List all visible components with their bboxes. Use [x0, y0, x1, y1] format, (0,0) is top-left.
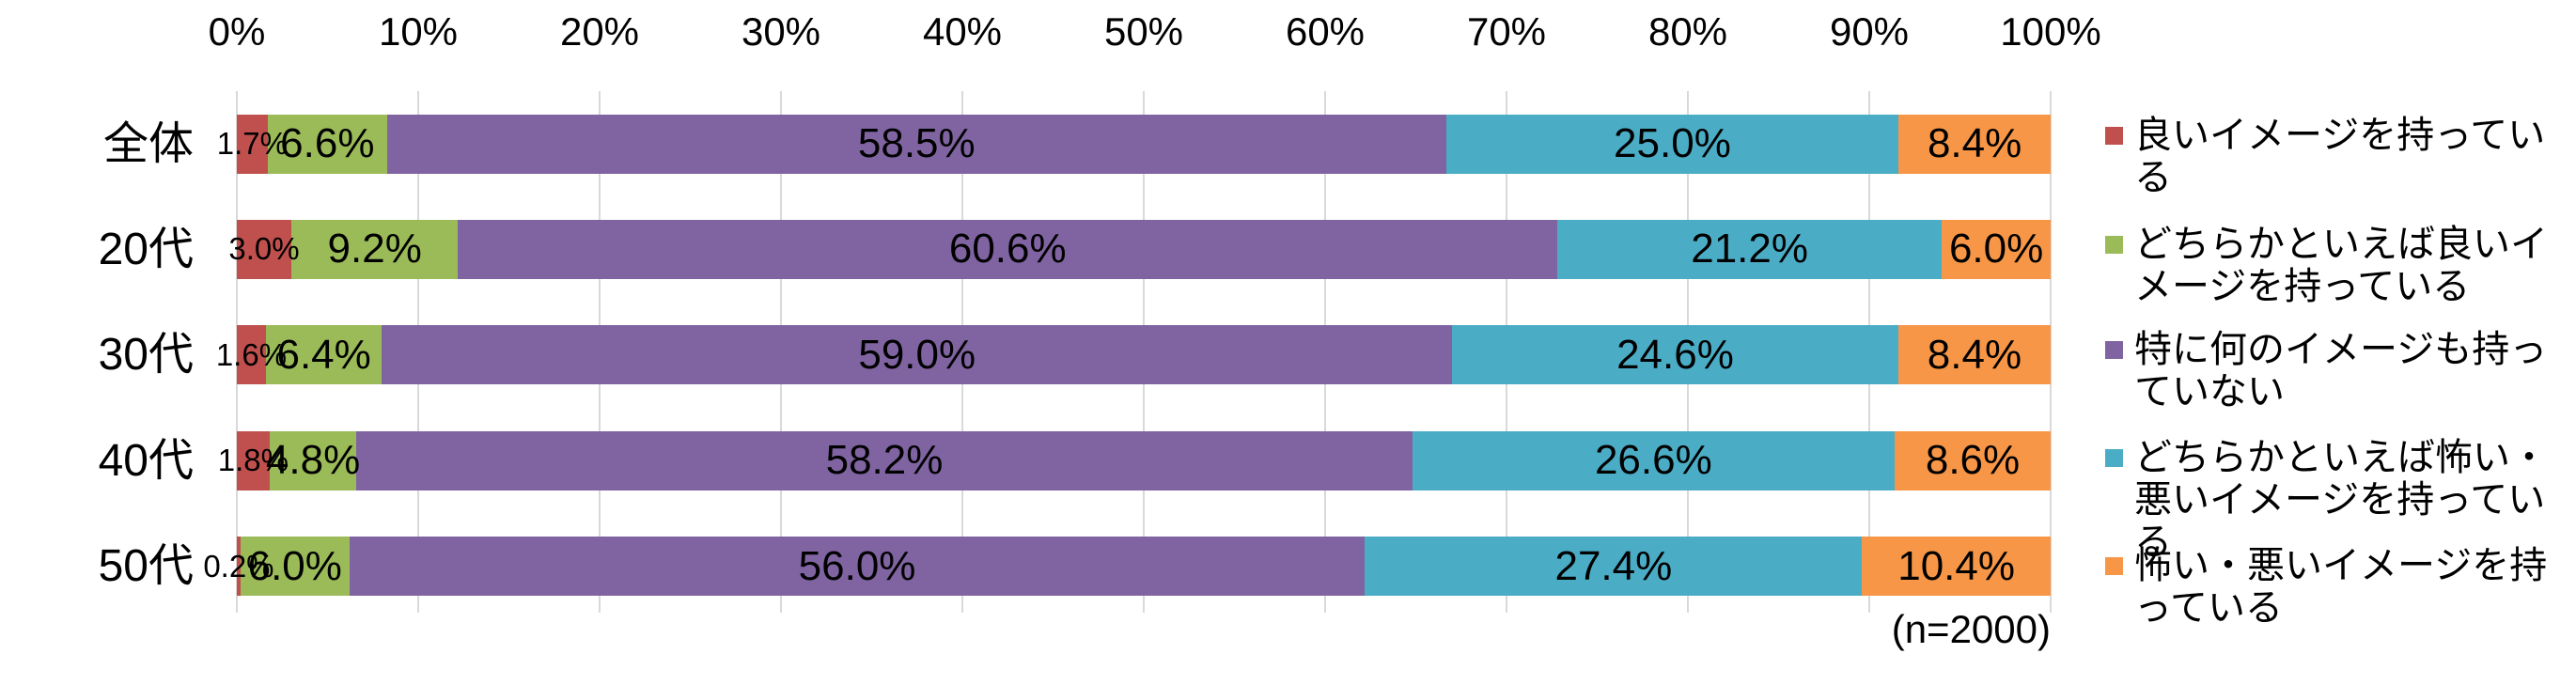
data-label: 26.6%: [1594, 437, 1712, 484]
data-label: 60.6%: [948, 226, 1067, 272]
axis-tick-label: 80%: [1647, 9, 1728, 54]
data-label: 6.0%: [247, 542, 342, 589]
axis-tick-label: 0%: [208, 9, 266, 54]
bar-segment: 8.4%: [1898, 114, 2051, 174]
legend-swatch-icon: [2105, 557, 2123, 575]
bar-segment: 3.0%: [228, 219, 300, 279]
row-label: 40代: [98, 435, 194, 486]
data-label: 8.4%: [1927, 331, 2022, 378]
bar-segment: 0.2%: [203, 537, 274, 597]
legend-swatch-icon: [2105, 127, 2123, 145]
legend-item: どちらかといえば怖い・悪いイメージを持っている: [2105, 437, 2568, 564]
bar-row: 1.6% 6.4% 59.0% 24.6% 8.4%: [216, 325, 2051, 385]
axis-tick-label: 40%: [922, 9, 1003, 54]
data-label: 24.6%: [1616, 331, 1734, 378]
axis-tick-label: 100%: [2000, 9, 2101, 54]
legend-label: どちらかといえば怖い・悪いイメージを持っている: [2134, 437, 2548, 563]
data-label: 6.4%: [276, 331, 371, 378]
data-label: 6.0%: [1948, 226, 2044, 272]
sample-size-note: (n=2000): [1891, 607, 2051, 651]
data-label: 59.0%: [858, 331, 976, 378]
row-label: 50代: [98, 541, 194, 592]
bar-segment: 24.6%: [1452, 325, 1898, 385]
legend-label: 特に何のイメージも持っていない: [2134, 329, 2548, 413]
legend-swatch-icon: [2105, 236, 2123, 254]
row-label: 20代: [98, 224, 194, 274]
legend-label: 良いイメージを持っている: [2134, 115, 2546, 198]
legend-label: どちらかといえば良いイメージを持っている: [2134, 224, 2548, 307]
bar-segment: 10.4%: [1862, 537, 2051, 597]
data-label: 1.7%: [216, 126, 288, 161]
axis-tick-label: 30%: [741, 9, 821, 54]
bar-segment: 1.6%: [216, 325, 287, 385]
data-label: 56.0%: [798, 542, 916, 589]
data-label: 1.6%: [215, 336, 288, 372]
bar-row: 3.0% 9.2% 60.6% 21.2% 6.0%: [228, 219, 2051, 279]
legend-swatch-icon: [2105, 449, 2123, 467]
data-label: 8.6%: [1925, 437, 2021, 484]
bar-segment: 26.6%: [1412, 430, 1896, 490]
bar-segment: 58.5%: [386, 114, 1446, 174]
axis-tick-label: 90%: [1829, 9, 1910, 54]
data-label: 10.4%: [1897, 542, 2016, 589]
bar-segment: 58.2%: [356, 430, 1413, 490]
bar-segment: 9.2%: [290, 219, 459, 279]
bar-segment: 56.0%: [349, 537, 1366, 597]
bar-segment: 27.4%: [1365, 537, 1863, 597]
data-label: 6.6%: [280, 120, 375, 166]
bar-segment: 1.7%: [217, 114, 288, 174]
axis-tick-label: 60%: [1285, 9, 1366, 54]
data-label: 1.8%: [217, 443, 289, 478]
bar-segment: 1.8%: [218, 430, 289, 490]
data-label: 9.2%: [327, 226, 422, 272]
bar-segment: 6.0%: [1942, 219, 2051, 279]
bar-segment: 6.6%: [267, 114, 387, 174]
legend-item: どちらかといえば良いイメージを持っている: [2105, 224, 2568, 308]
legend-item: 特に何のイメージも持っていない: [2105, 329, 2568, 413]
data-label: 4.8%: [265, 437, 361, 484]
bar-segment: 8.6%: [1895, 430, 2051, 490]
data-label: 8.4%: [1927, 120, 2022, 166]
row-label: 30代: [98, 330, 194, 381]
axis-tick-label: 50%: [1103, 9, 1184, 54]
bar-row: 0.2% 6.0% 56.0% 27.4% 10.4%: [203, 537, 2051, 597]
bar-segment: 4.8%: [266, 430, 360, 490]
bar-segment: 21.2%: [1557, 219, 1943, 279]
bar-segment: 6.4%: [265, 325, 382, 385]
bar-segment: 8.4%: [1897, 325, 2051, 385]
legend-item: 良いイメージを持っている: [2105, 115, 2568, 199]
data-label: 3.0%: [228, 231, 300, 267]
data-label: 58.2%: [825, 437, 944, 484]
data-label: 58.5%: [857, 120, 976, 166]
axis-tick-label: 20%: [559, 9, 640, 54]
bar-row: 1.7% 6.6% 58.5% 25.0% 8.4%: [217, 114, 2051, 174]
legend-item: 怖い・悪いイメージを持っている: [2105, 545, 2568, 630]
bar-segment: 25.0%: [1445, 114, 1899, 174]
bar-segment: 6.0%: [240, 537, 350, 597]
row-label: 全体: [102, 118, 194, 169]
legend-label: 怖い・悪いイメージを持っている: [2134, 545, 2548, 629]
bar-row: 1.8% 4.8% 58.2% 26.6% 8.6%: [218, 430, 2051, 490]
axis-tick-label: 10%: [378, 9, 459, 54]
axis-tick-label: 70%: [1466, 9, 1547, 54]
data-label: 21.2%: [1691, 226, 1809, 272]
bar-segment: 60.6%: [458, 219, 1558, 279]
legend-swatch-icon: [2105, 341, 2123, 359]
data-label: 27.4%: [1554, 542, 1673, 589]
data-label: 0.2%: [203, 548, 274, 584]
gridline: [2050, 91, 2052, 613]
data-label: 25.0%: [1614, 120, 1731, 166]
bar-segment: 59.0%: [382, 325, 1453, 385]
